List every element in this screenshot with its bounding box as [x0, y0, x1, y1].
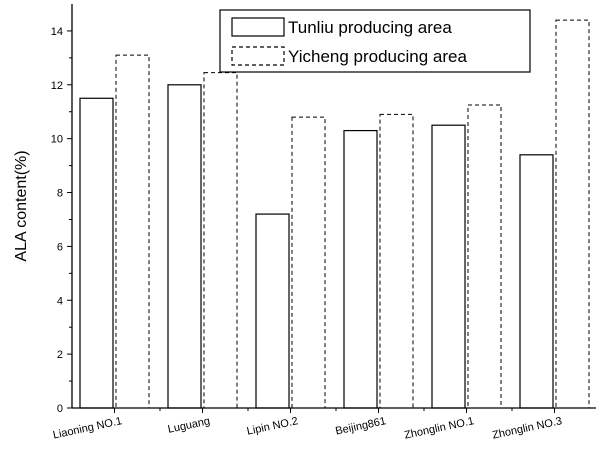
legend-swatch-yicheng — [231, 46, 285, 66]
x-tick-label: Zhonglin NO.3 — [491, 415, 563, 441]
bar-tunliu-1 — [79, 97, 114, 409]
y-tick-label: 14 — [51, 26, 63, 38]
bar-yicheng-2 — [203, 72, 238, 409]
bar-tunliu-3 — [255, 213, 290, 409]
y-axis-title: ALA content(%) — [13, 150, 30, 261]
bar-yicheng-6 — [555, 19, 590, 409]
bar-yicheng-5 — [467, 104, 502, 409]
bar-tunliu-4 — [343, 129, 378, 409]
bar-tunliu-6 — [519, 154, 554, 409]
x-tick-label: Lipin NO.2 — [246, 415, 299, 438]
x-tick-label: Beijing861 — [334, 415, 387, 437]
legend-label-tunliu: Tunliu producing area — [288, 18, 452, 37]
y-tick-label: 8 — [57, 188, 63, 200]
y-tick-label: 12 — [51, 80, 63, 92]
x-tick-label: Zhonglin NO.1 — [403, 415, 475, 441]
x-tick-label: Liaoning NO.1 — [52, 415, 123, 441]
bar-tunliu-2 — [167, 84, 202, 409]
y-tick-label: 4 — [57, 295, 63, 307]
x-tick-label: Luguang — [167, 415, 211, 436]
bar-tunliu-5 — [431, 124, 466, 409]
y-tick-label: 2 — [57, 349, 63, 361]
legend-label-yicheng: Yicheng producing area — [288, 47, 467, 66]
legend: Tunliu producing area Yicheng producing a… — [219, 9, 531, 73]
legend-swatch-tunliu — [231, 17, 285, 37]
bar-yicheng-1 — [115, 54, 150, 409]
bar-yicheng-3 — [291, 116, 326, 409]
y-tick-label: 6 — [57, 241, 63, 253]
y-tick-label: 0 — [57, 403, 63, 415]
bars-group — [79, 19, 590, 409]
bar-yicheng-4 — [379, 113, 414, 409]
y-tick-label: 10 — [51, 134, 63, 146]
